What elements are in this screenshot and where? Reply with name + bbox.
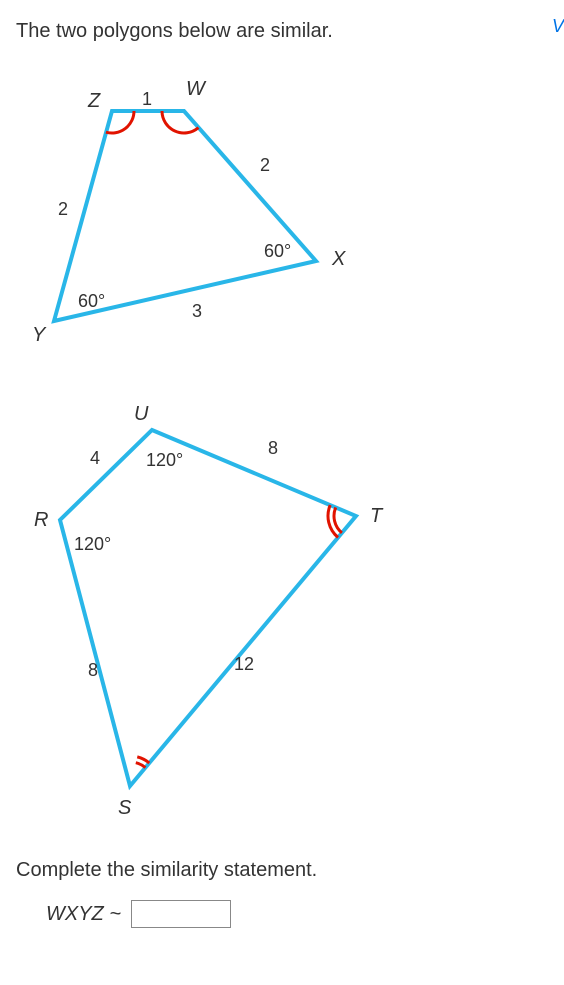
intro-text: The two polygons below are similar.: [16, 20, 548, 43]
svg-text:Z: Z: [87, 90, 101, 112]
polygon-1-svg: 1 2 3 2 60° 60° Z W X Y: [16, 61, 376, 361]
polygon-2-svg: 8 12 8 4 120° 120° U T S R: [16, 390, 396, 830]
polygon-2-figure: 8 12 8 4 120° 120° U T S R: [16, 390, 548, 835]
svg-text:Y: Y: [32, 324, 47, 346]
similarity-given-label: WXYZ ~: [46, 903, 121, 926]
svg-text:U: U: [134, 403, 149, 425]
svg-text:60°: 60°: [78, 291, 105, 311]
svg-text:12: 12: [234, 654, 254, 674]
svg-text:8: 8: [88, 660, 98, 680]
svg-text:1: 1: [142, 89, 152, 109]
answer-row: WXYZ ~: [46, 900, 548, 928]
svg-text:2: 2: [260, 155, 270, 175]
polygon-1-figure: 1 2 3 2 60° 60° Z W X Y: [16, 61, 548, 366]
svg-text:60°: 60°: [264, 241, 291, 261]
svg-text:3: 3: [192, 301, 202, 321]
svg-text:S: S: [118, 797, 132, 819]
similarity-answer-input[interactable]: [131, 900, 231, 928]
prompt-text: Complete the similarity statement.: [16, 859, 548, 882]
svg-text:X: X: [331, 248, 346, 270]
corner-link: V: [552, 16, 564, 37]
svg-text:8: 8: [268, 438, 278, 458]
svg-text:120°: 120°: [74, 534, 111, 554]
svg-text:2: 2: [58, 199, 68, 219]
svg-text:R: R: [34, 509, 48, 531]
svg-text:W: W: [186, 78, 207, 100]
svg-text:4: 4: [90, 448, 100, 468]
svg-text:120°: 120°: [146, 450, 183, 470]
svg-text:T: T: [370, 505, 384, 527]
